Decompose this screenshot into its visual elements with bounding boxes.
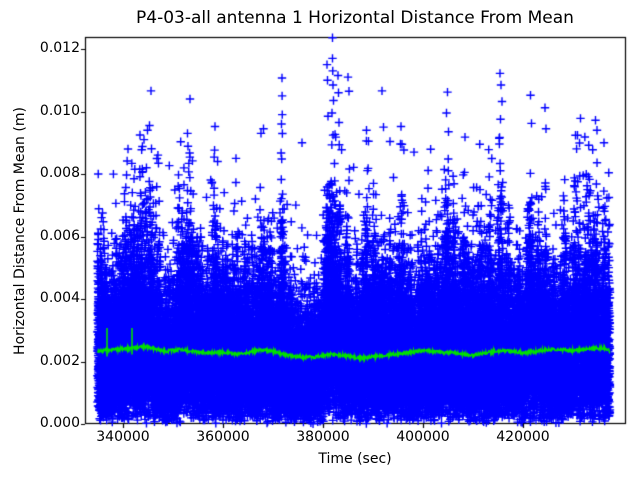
y-tick-label: 0.004 [39,290,80,306]
y-tick-label: 0.002 [39,352,80,369]
y-tick-label: 0.008 [39,165,80,181]
x-tick-label: 360000 [196,429,250,445]
x-tick-label: 340000 [96,429,150,445]
x-tick-label: 420000 [496,429,550,445]
x-axis-label: Time (sec) [318,451,392,467]
y-axis-label: Horizontal Distance From Mean (m) [12,107,28,355]
y-tick-label: 0.006 [39,227,80,244]
chart-title: P4-03-all antenna 1 Horizontal Distance … [136,8,574,28]
x-tick-label: 400000 [396,429,450,445]
y-tick-label: 0.000 [39,415,80,431]
y-tick-label: 0.012 [39,40,80,56]
y-tick-label: 0.010 [39,102,80,119]
x-tick-label: 380000 [296,429,350,445]
